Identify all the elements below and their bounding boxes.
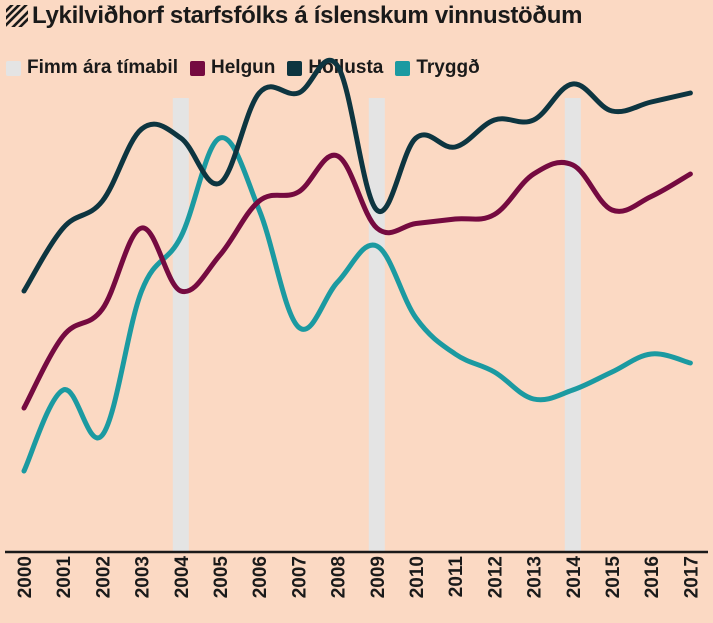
- series-line-tryggd: [21, 135, 693, 474]
- legend-swatch-helgun: [190, 60, 205, 76]
- x-tick-label-2012: 2012: [485, 556, 506, 598]
- legend-item-tryggd: Tryggð: [395, 57, 480, 79]
- x-tick-label-2013: 2013: [525, 556, 546, 598]
- x-tick-label-2000: 2000: [15, 556, 36, 598]
- x-tick-label-2016: 2016: [642, 556, 663, 598]
- legend-label-helgun: Helgun: [211, 57, 276, 78]
- x-tick-label-2007: 2007: [289, 556, 310, 598]
- legend-swatch-band: [6, 60, 21, 76]
- legend-item-band: Fimm ára tímabil: [6, 57, 178, 79]
- x-tick-label-2003: 2003: [133, 556, 154, 598]
- x-tick-label-2011: 2011: [446, 556, 467, 598]
- series-line-hollusta: [21, 57, 693, 294]
- x-tick-label-2005: 2005: [211, 556, 232, 599]
- x-tick-label-2008: 2008: [329, 556, 350, 598]
- x-tick-label-2001: 2001: [54, 556, 75, 599]
- x-tick-label-2017: 2017: [681, 556, 702, 598]
- x-tick-label-2004: 2004: [172, 556, 193, 599]
- x-tick-label-2002: 2002: [93, 556, 114, 598]
- highlight-band-2004: [172, 98, 189, 552]
- x-tick-label-2015: 2015: [603, 556, 624, 599]
- series-line-helgun: [21, 152, 693, 411]
- highlight-band-2014: [564, 98, 581, 552]
- hatch-mark-icon: [6, 5, 28, 27]
- highlight-band-2009: [368, 98, 385, 552]
- legend-swatch-tryggd: [395, 60, 411, 76]
- chart-legend: Fimm ára tímabil Helgun Hollusta Tryggð: [6, 57, 492, 79]
- chart-title: Lykilviðhorf starfsfólks á íslenskum vin…: [6, 2, 582, 30]
- legend-label-tryggd: Tryggð: [416, 57, 480, 78]
- x-tick-label-2010: 2010: [407, 556, 428, 598]
- chart-title-text: Lykilviðhorf starfsfólks á íslenskum vin…: [32, 2, 583, 29]
- x-tick-label-2009: 2009: [368, 556, 389, 598]
- x-tick-label-2006: 2006: [250, 556, 271, 598]
- legend-item-helgun: Helgun: [190, 57, 275, 79]
- legend-swatch-hollusta: [287, 60, 303, 76]
- x-tick-label-2014: 2014: [564, 556, 585, 599]
- legend-label-band: Fimm ára tímabil: [27, 57, 178, 78]
